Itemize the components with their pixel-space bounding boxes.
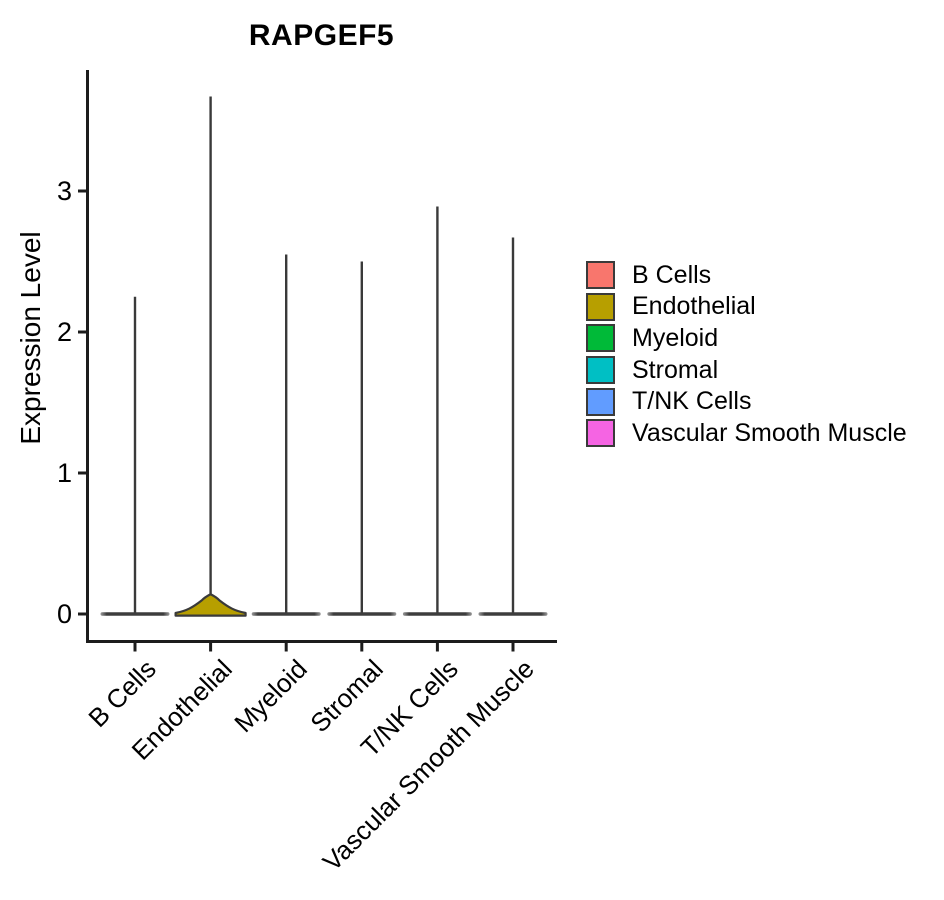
violin-t-nk-cells: [402, 206, 472, 616]
legend-swatch: [586, 324, 615, 353]
violin-base: [402, 612, 472, 616]
violin-base: [478, 612, 548, 616]
legend-label: Vascular Smooth Muscle: [632, 418, 907, 447]
violin-vascular-smooth-muscle: [478, 237, 548, 616]
legend-swatch: [586, 356, 615, 385]
legend-label: B Cells: [632, 260, 712, 289]
y-tick-label: 1: [56, 458, 72, 488]
legend-item: Endothelial: [586, 292, 907, 321]
chart-title: RAPGEF5: [248, 19, 395, 52]
violin-myeloid: [251, 254, 321, 616]
violin-density: [174, 593, 247, 617]
legend-label: T/NK Cells: [632, 387, 752, 416]
legend-item: Stromal: [586, 355, 907, 385]
legend: B Cells Endothelial Myeloid Stromal T/NK Cel…: [586, 261, 907, 451]
legend-label: Stromal: [632, 355, 719, 384]
legend-item: Vascular Smooth Muscle: [586, 418, 907, 448]
legend-swatch: [586, 261, 615, 289]
violin-base: [100, 612, 170, 616]
legend-swatch: [586, 419, 615, 448]
y-tick-label: 2: [56, 317, 72, 347]
y-tick-label: 0: [56, 599, 72, 629]
legend-item: T/NK Cells: [586, 387, 907, 416]
legend-item: B Cells: [586, 261, 907, 289]
legend-swatch: [586, 387, 615, 416]
violin-b-cells: [100, 296, 170, 616]
legend-label: Myeloid: [632, 323, 719, 352]
violin-endothelial: [174, 96, 247, 617]
violin-base: [251, 612, 321, 616]
violin-base: [327, 612, 397, 616]
violin-stromal: [327, 261, 397, 616]
legend-swatch: [586, 292, 615, 321]
legend-item: Myeloid: [586, 323, 907, 353]
legend-label: Endothelial: [632, 292, 756, 321]
y-tick-label: 3: [56, 176, 72, 206]
